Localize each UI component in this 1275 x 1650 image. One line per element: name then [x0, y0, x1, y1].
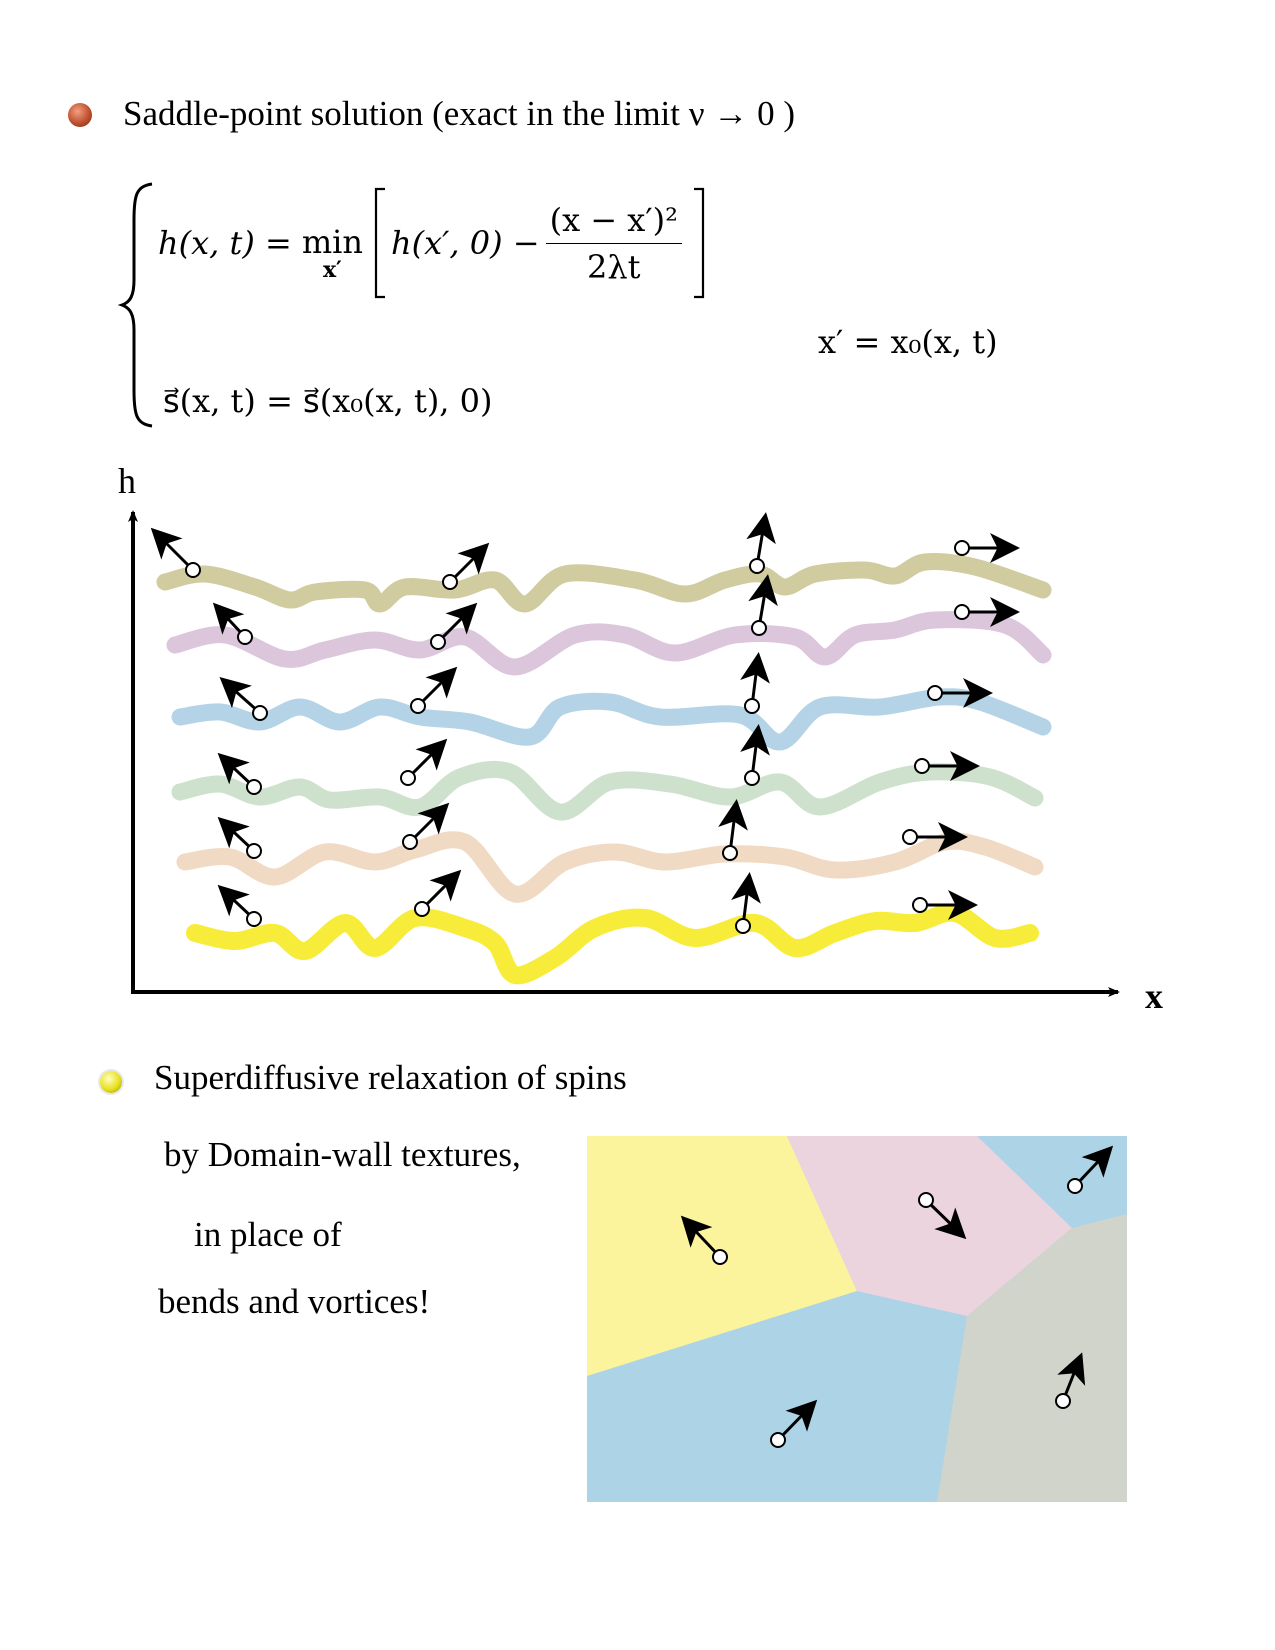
right-bracket-icon: [693, 187, 704, 299]
spin-arrow: [748, 574, 778, 636]
height-profile-curve: [186, 903, 1039, 985]
domain-wall-diagram: [587, 1136, 1127, 1502]
spin-arrow: [402, 802, 450, 850]
spin-arrow: [746, 512, 776, 574]
heading-superdiffusive: Superdiffusive relaxation of spins: [154, 1058, 627, 1097]
fraction-denominator: 2λt: [586, 247, 641, 286]
spin-arrow: [680, 1215, 728, 1265]
spin-arrow: [410, 666, 458, 714]
line-domain-wall: by Domain-wall textures,: [164, 1135, 521, 1174]
yellow-ball-bullet-icon: [100, 1071, 122, 1093]
min-text: min: [301, 223, 363, 261]
eq1-term: h(x′, 0) −: [391, 224, 540, 262]
spin-arrow: [1067, 1145, 1114, 1194]
domain-gray: [937, 1214, 1127, 1502]
height-profile-curve: [171, 688, 1052, 751]
equation-h: h(x, t) = min x′ h(x′, 0) − (x − x′)² 2λ…: [158, 187, 706, 299]
spin-arrow: [217, 884, 262, 927]
spin-arrow: [217, 816, 262, 859]
eq1-lhs: h(x, t) =: [158, 224, 292, 262]
min-operator: min x′: [302, 223, 363, 283]
y-axis-label: h: [118, 461, 136, 501]
spin-arrow: [442, 542, 490, 590]
spin-arrow: [918, 1192, 967, 1240]
spin-arrow: [954, 597, 1020, 627]
spin-arrow: [212, 602, 253, 645]
heading-saddle-point: Saddle-point solution (exact in the limi…: [123, 94, 795, 133]
spin-arrow: [740, 652, 770, 714]
spin-arrow: [740, 724, 770, 786]
height-profile-curve: [176, 831, 1044, 903]
min-subscript: x′: [322, 257, 342, 283]
left-brace-icon: [118, 182, 153, 428]
height-profiles-plot: [128, 510, 1120, 997]
height-profile-curve: [171, 761, 1044, 821]
spin-arrow: [1055, 1352, 1086, 1409]
equation-side: x′ = x₀(x, t): [818, 323, 998, 361]
line-in-place-of: in place of: [194, 1215, 342, 1254]
height-profile-curve: [156, 552, 1052, 613]
equation-s: s⃗(x, t) = s⃗(x₀(x, t), 0): [163, 382, 493, 420]
spin-arrow: [731, 872, 761, 934]
spin-arrow: [954, 533, 1020, 563]
height-profile-curve: [166, 611, 1052, 676]
spin-arrow: [770, 1399, 818, 1448]
left-bracket-icon: [374, 187, 385, 299]
x-axis-label: x: [1145, 976, 1163, 1016]
spin-arrow: [217, 752, 262, 795]
fraction-numerator: (x − x′)²: [545, 201, 682, 244]
spin-arrow: [400, 738, 448, 786]
spin-arrow: [914, 751, 980, 781]
red-ball-bullet-icon: [68, 103, 92, 127]
spin-arrow: [902, 822, 968, 852]
spin-arrow: [912, 890, 978, 920]
fraction: (x − x′)² 2λt: [545, 201, 682, 286]
domain-pink: [787, 1136, 1072, 1316]
line-bends-vortices: bends and vortices!: [158, 1282, 431, 1321]
spin-arrow: [414, 869, 462, 917]
spin-arrow: [718, 799, 748, 861]
spin-arrow: [927, 678, 993, 708]
spin-arrow: [430, 602, 478, 650]
spin-arrow: [150, 527, 201, 578]
spin-arrow: [219, 677, 268, 721]
